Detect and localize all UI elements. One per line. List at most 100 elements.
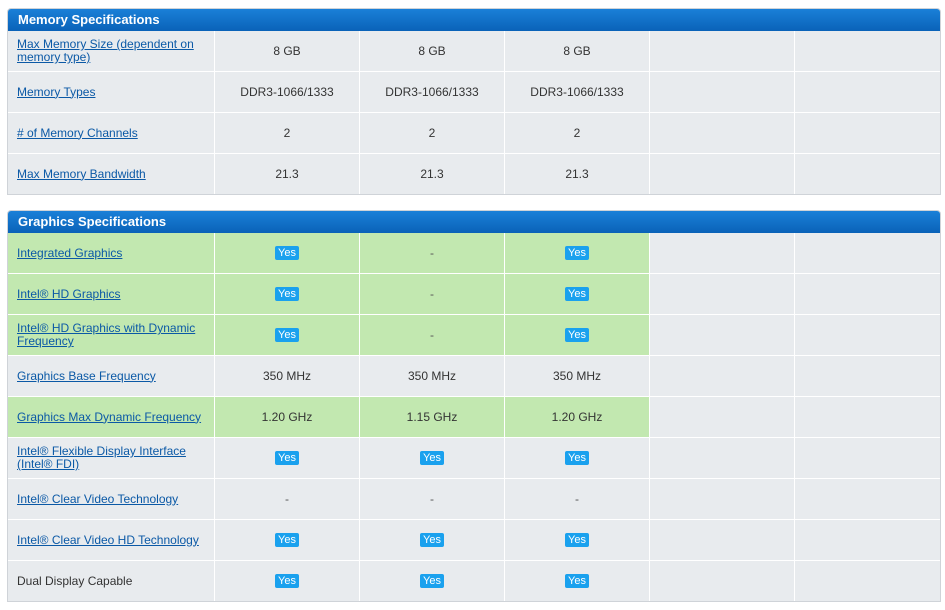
empty-column-cell [650,315,795,355]
spec-link-intel-clear-video-technology[interactable]: Intel® Clear Video Technology [17,491,179,506]
value-cell: 8 GB [505,31,650,71]
value-cell: 2 [505,113,650,153]
spec-link-graphics-max-dynamic-frequency[interactable]: Graphics Max Dynamic Frequency [17,409,202,424]
table-row: Dual Display Capable Yes Yes Yes [8,560,940,601]
value-cell: Yes [215,520,360,560]
graphics-specifications-table: Integrated Graphics Yes - Yes Intel® HD Grap… [8,233,940,601]
yes-badge: Yes [565,328,589,342]
empty-column-cell [650,31,795,71]
table-row: Intel® Clear Video HD Technology Yes Yes Ye… [8,519,940,560]
spec-value: 2 [573,126,581,140]
spec-link-of-memory-channels[interactable]: # of Memory Channels [17,125,138,140]
empty-value: - [430,492,434,506]
value-cell: 350 MHz [215,356,360,396]
row-label-cell: Integrated Graphics [8,233,215,273]
empty-column-cell [650,274,795,314]
yes-badge: Yes [275,246,299,260]
value-cell: 1.15 GHz [360,397,505,437]
spec-value: 1.20 GHz [551,410,603,424]
row-label-cell: Memory Types [8,72,215,112]
table-row: Intel® Clear Video Technology - - - [8,478,940,519]
empty-value: - [430,246,434,260]
empty-column-cell [795,479,940,519]
spec-link-graphics-base-frequency[interactable]: Graphics Base Frequency [17,368,156,383]
value-cell: Yes [215,315,360,355]
row-label-cell: Max Memory Bandwidth [8,154,215,194]
spec-value: 350 MHz [407,369,457,383]
value-cell: - [505,479,650,519]
yes-badge: Yes [420,574,444,588]
value-cell: 2 [360,113,505,153]
value-cell: Yes [360,438,505,478]
value-cell: 1.20 GHz [505,397,650,437]
value-cell: 21.3 [505,154,650,194]
spec-value: 8 GB [563,44,591,58]
empty-value: - [575,492,579,506]
value-cell: 8 GB [215,31,360,71]
value-cell: - [360,315,505,355]
row-label-cell: Dual Display Capable [8,561,215,601]
yes-badge: Yes [420,533,444,547]
yes-badge: Yes [565,533,589,547]
yes-badge: Yes [275,287,299,301]
value-cell: - [215,479,360,519]
table-row: Graphics Max Dynamic Frequency 1.20 GHz 1.… [8,396,940,437]
empty-value: - [430,328,434,342]
row-label-cell: # of Memory Channels [8,113,215,153]
yes-badge: Yes [275,574,299,588]
empty-column-cell [795,274,940,314]
empty-column-cell [795,520,940,560]
row-label-cell: Graphics Max Dynamic Frequency [8,397,215,437]
table-row: Graphics Base Frequency 350 MHz 350 MHz 350… [8,355,940,396]
empty-column-cell [795,561,940,601]
value-cell: Yes [215,438,360,478]
spec-value: 350 MHz [552,369,602,383]
table-row: Memory Types DDR3-1066/1333 DDR3-1066/1333… [8,71,940,112]
empty-column-cell [650,356,795,396]
spec-value: DDR3-1066/1333 [530,85,624,99]
yes-badge: Yes [565,246,589,260]
spec-value: 8 GB [418,44,446,58]
spec-link-intel-flexible-display-interface-intel-fdi[interactable]: Intel® Flexible Display Interface (Intel… [17,444,186,471]
table-row: Intel® HD Graphics Yes - Yes [8,273,940,314]
yes-badge: Yes [275,533,299,547]
empty-column-cell [650,154,795,194]
row-label-cell: Max Memory Size (dependent on memory typ… [8,31,215,71]
yes-badge: Yes [565,574,589,588]
yes-badge: Yes [275,451,299,465]
spec-value: DDR3-1066/1333 [240,85,334,99]
value-cell: 1.20 GHz [215,397,360,437]
spec-link-intel-hd-graphics[interactable]: Intel® HD Graphics [17,286,121,301]
spec-link-intel-clear-video-hd-technology[interactable]: Intel® Clear Video HD Technology [17,532,199,547]
empty-column-cell [795,356,940,396]
spec-link-memory-types[interactable]: Memory Types [17,84,96,99]
memory-specifications-table: Max Memory Size (dependent on memory typ… [8,31,940,194]
empty-column-cell [795,154,940,194]
value-cell: 21.3 [215,154,360,194]
yes-badge: Yes [275,328,299,342]
table-row: Intel® HD Graphics with Dynamic Frequenc… [8,314,940,355]
empty-column-cell [650,72,795,112]
value-cell: Yes [215,274,360,314]
spec-value: 21.3 [565,167,589,181]
spec-link-max-memory-size-dependent-on-memory-type[interactable]: Max Memory Size (dependent on memory typ… [17,37,194,64]
empty-column-cell [650,113,795,153]
table-row: # of Memory Channels 2 2 2 [8,112,940,153]
empty-column-cell [795,438,940,478]
table-row: Max Memory Bandwidth 21.3 21.3 21.3 [8,153,940,194]
value-cell: 350 MHz [360,356,505,396]
table-row: Max Memory Size (dependent on memory typ… [8,31,940,71]
memory-specifications-header: Memory Specifications [8,9,940,31]
empty-column-cell [795,397,940,437]
spec-value: 350 MHz [262,369,312,383]
empty-column-cell [650,397,795,437]
value-cell: - [360,479,505,519]
spec-link-max-memory-bandwidth[interactable]: Max Memory Bandwidth [17,166,146,181]
spec-link-intel-hd-graphics-with-dynamic-frequency[interactable]: Intel® HD Graphics with Dynamic Frequenc… [17,321,196,348]
spec-link-integrated-graphics[interactable]: Integrated Graphics [17,245,123,260]
empty-column-cell [795,113,940,153]
empty-column-cell [650,233,795,273]
value-cell: 350 MHz [505,356,650,396]
yes-badge: Yes [565,287,589,301]
spec-value: 1.20 GHz [261,410,313,424]
